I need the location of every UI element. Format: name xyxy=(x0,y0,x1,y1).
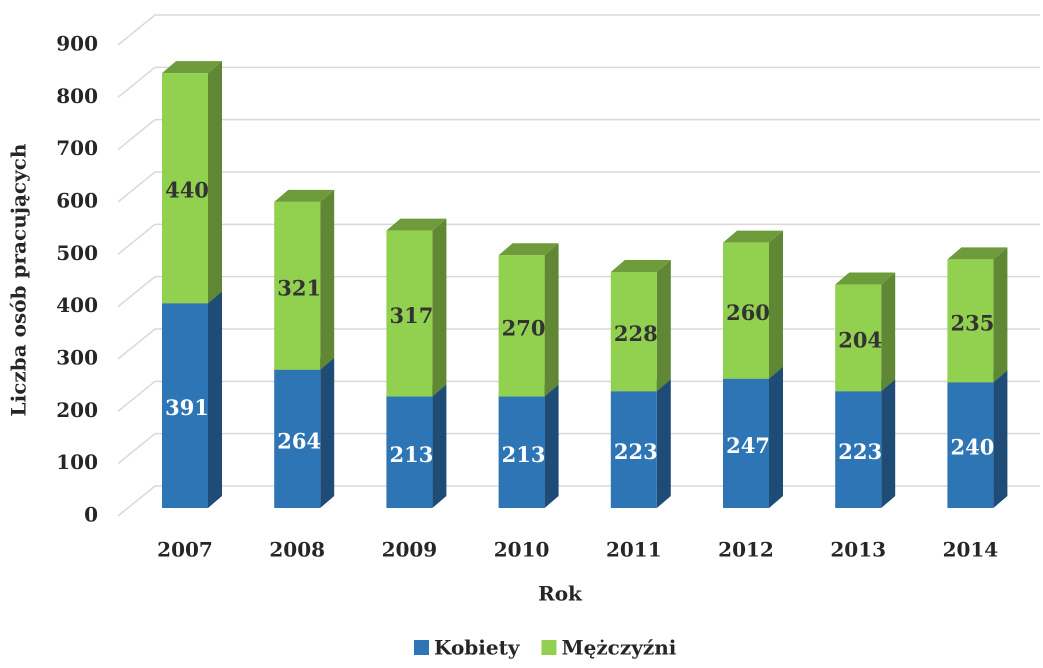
value-label: 247 xyxy=(726,433,770,458)
legend-swatch xyxy=(541,640,557,655)
bar-side xyxy=(881,272,896,392)
bar-top xyxy=(162,61,222,74)
bar xyxy=(947,382,994,508)
y-tick-label: 100 xyxy=(56,450,98,474)
value-label: 264 xyxy=(277,428,321,453)
y-tick-label: 700 xyxy=(56,136,98,160)
bar xyxy=(947,259,994,383)
bar-side xyxy=(544,384,559,508)
bar-side xyxy=(544,243,559,397)
bar-top xyxy=(610,259,671,272)
bar xyxy=(498,255,545,397)
value-label: 240 xyxy=(950,435,994,460)
bar xyxy=(723,242,769,379)
bar-top xyxy=(947,247,1008,260)
bar-side xyxy=(656,259,671,392)
bar xyxy=(162,303,208,508)
value-label: 213 xyxy=(389,442,433,467)
legend-swatch xyxy=(414,640,429,655)
value-label: 235 xyxy=(950,310,994,335)
bar-top xyxy=(274,189,335,202)
bar-side xyxy=(993,247,1008,383)
y-tick-label: 300 xyxy=(56,346,98,370)
bar xyxy=(274,201,321,370)
x-tick-label: 2009 xyxy=(382,538,438,562)
bar-side xyxy=(769,366,783,508)
y-tick-label: 900 xyxy=(56,32,98,56)
value-label: 223 xyxy=(614,439,658,464)
bar-side xyxy=(881,379,896,508)
bar-side xyxy=(208,291,222,508)
bar xyxy=(498,396,545,508)
y-axis-title: Liczba osób pracujących xyxy=(7,143,31,416)
value-label: 223 xyxy=(838,439,882,464)
value-label: 317 xyxy=(389,303,433,328)
x-tick-label: 2013 xyxy=(830,538,886,562)
bar-side xyxy=(432,384,447,508)
value-label: 321 xyxy=(277,275,321,300)
bar-side xyxy=(432,218,447,397)
grid-line xyxy=(117,380,1040,412)
x-tick-label: 2008 xyxy=(269,538,325,562)
y-tick-label: 200 xyxy=(56,398,98,422)
grid-line xyxy=(117,171,1040,203)
grid-line xyxy=(117,14,1040,46)
grid-line xyxy=(117,66,1040,98)
x-axis-title: Rok xyxy=(538,582,583,606)
grid-line xyxy=(117,275,1040,308)
x-tick-label: 2007 xyxy=(157,538,213,562)
bar-top xyxy=(723,230,783,243)
x-tick-label: 2010 xyxy=(494,538,550,562)
value-label: 260 xyxy=(726,300,770,325)
bar xyxy=(386,230,433,397)
x-tick-label: 2011 xyxy=(606,538,662,562)
bar-top xyxy=(498,243,559,256)
value-label: 204 xyxy=(838,327,882,352)
bar-side xyxy=(208,61,222,304)
x-tick-label: 2012 xyxy=(718,538,774,562)
y-tick-label: 800 xyxy=(56,84,98,108)
bar-side xyxy=(656,379,671,508)
legend-label: Kobiety xyxy=(434,636,521,660)
value-label: 228 xyxy=(614,321,658,346)
value-label: 391 xyxy=(165,395,209,420)
y-tick-label: 400 xyxy=(56,293,98,317)
bar-side xyxy=(320,357,335,508)
bar-side xyxy=(320,189,335,370)
bar xyxy=(274,369,321,508)
x-tick-label: 2014 xyxy=(943,538,999,562)
bar xyxy=(835,284,882,392)
bar-top xyxy=(386,218,447,231)
value-label: 270 xyxy=(502,315,546,340)
value-label: 440 xyxy=(165,178,209,203)
bar-side xyxy=(993,370,1008,508)
legend-label: Mężczyźni xyxy=(561,636,676,660)
bar xyxy=(835,391,882,508)
grid-line xyxy=(117,432,1040,465)
grid-line xyxy=(117,328,1040,360)
y-tick-label: 500 xyxy=(56,241,98,265)
value-label: 213 xyxy=(502,442,546,467)
grid-line xyxy=(117,223,1040,255)
y-tick-label: 0 xyxy=(84,503,98,527)
bar-top xyxy=(835,272,896,285)
grid-line xyxy=(117,118,1040,151)
bar xyxy=(162,73,208,304)
bar xyxy=(610,391,657,508)
y-tick-label: 600 xyxy=(56,189,98,213)
bar xyxy=(723,378,769,508)
grid-line xyxy=(117,485,1040,517)
bar-side xyxy=(769,230,783,379)
bar xyxy=(386,396,433,508)
bar xyxy=(610,271,657,392)
